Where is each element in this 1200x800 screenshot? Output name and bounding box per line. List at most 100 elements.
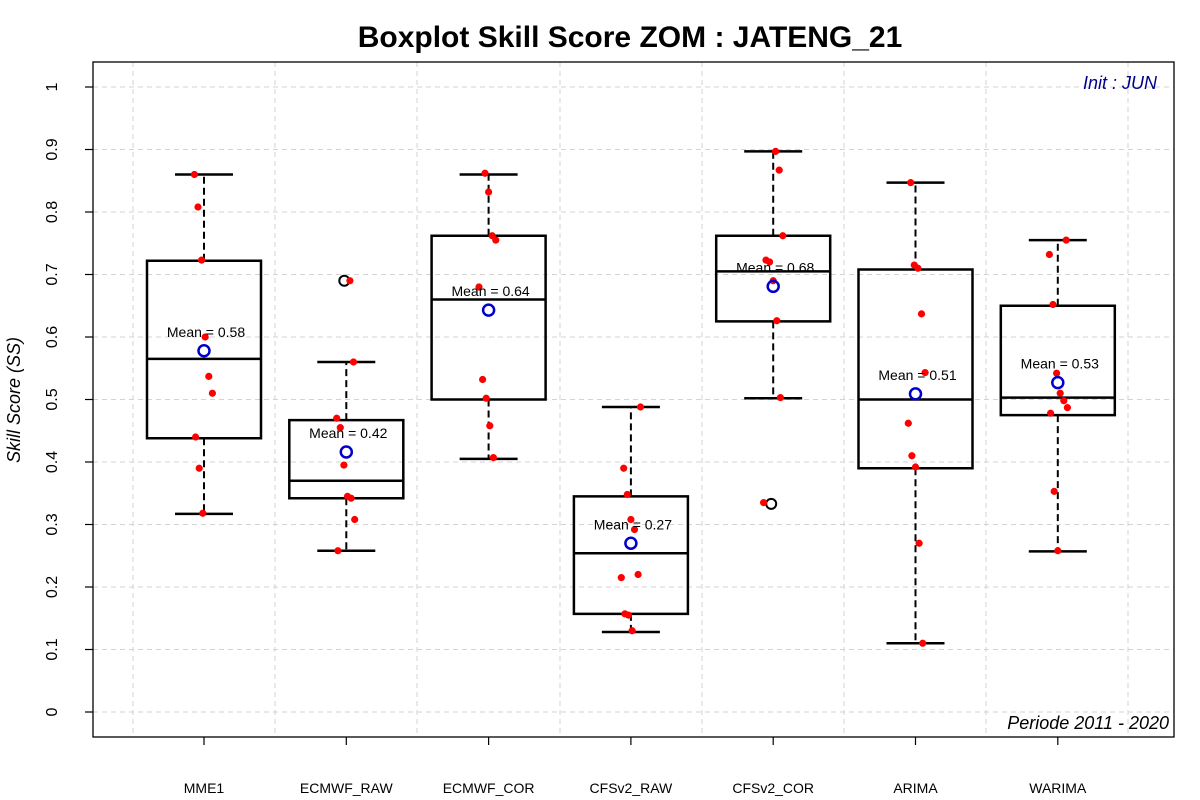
data-point [201,333,209,341]
data-point [199,509,207,517]
data-point [195,464,203,472]
data-point [479,375,487,384]
data-point [333,414,341,422]
mean-marker [197,344,211,358]
data-point [475,283,483,291]
x-tick-label: CFSv2_RAW [590,780,674,796]
data-point [346,277,354,285]
data-point [760,499,768,507]
data-point [636,403,645,411]
data-point [617,574,625,582]
y-tick-label: 0.5 [44,388,61,410]
x-tick-label: CFSv2_COR [732,780,814,796]
data-point [486,422,494,430]
data-point [628,627,636,635]
box-group: Mean = 0.64 [430,169,547,462]
y-tick-label: 0.8 [44,201,61,223]
mean-label: Mean = 0.42 [309,425,387,441]
mean-label: Mean = 0.53 [1021,356,1099,372]
data-point [208,389,216,397]
mean-marker [481,303,496,317]
data-point [482,394,490,402]
data-point [620,464,628,472]
data-point [624,611,633,619]
data-point [766,258,774,266]
box-iqr [572,495,690,616]
data-point [773,317,781,325]
x-tick-label: MME1 [184,780,225,796]
data-point [481,169,489,177]
data-point [914,264,922,272]
data-point [194,203,202,211]
box-group: Mean = 0.27 [572,403,690,635]
init-annotation: Init : JUN [1083,73,1158,93]
data-point [908,452,916,460]
y-axis-title: Skill Score (SS) [4,337,24,463]
data-point [1053,369,1061,377]
data-point [917,310,926,318]
mean-label: Mean = 0.64 [451,283,529,299]
data-point [921,369,929,377]
box-iqr [999,304,1117,417]
period-annotation: Periode 2011 - 2020 [1007,713,1169,733]
mean-label: Mean = 0.27 [594,516,672,532]
data-point [1050,487,1058,495]
data-point [634,570,642,579]
data-point [904,419,912,427]
data-point [623,490,631,499]
mean-marker [1051,375,1065,390]
mean-marker [908,387,923,401]
data-point [205,372,213,380]
y-tick-label: 0 [44,707,61,716]
data-point [492,236,500,244]
chart-title: Boxplot Skill Score ZOM : JATENG_21 [358,21,903,54]
grid-lines [93,62,1174,737]
mean-label: Mean = 0.58 [167,324,245,340]
box-group: Mean = 0.42 [288,274,405,555]
data-point [627,515,635,524]
data-point [489,454,497,462]
box-group: Mean = 0.58 [145,170,263,517]
boxes: Mean = 0.58 Mean = 0.42 Mean = 0.64 Mean = … [145,147,1117,647]
data-point [1049,300,1057,309]
x-tick-label: ECMWF_COR [443,780,535,796]
data-point [776,394,785,402]
data-point [779,232,787,240]
x-tick-label: ECMWF_RAW [300,780,394,796]
data-point [349,358,358,366]
mean-marker [624,536,638,550]
data-point [1062,236,1070,244]
data-point [190,170,198,179]
data-point [336,424,344,432]
mean-marker [339,445,354,459]
box-group: Mean = 0.53 [999,236,1117,555]
data-point [485,188,493,196]
mean-marker [766,279,780,294]
data-point [1063,404,1071,412]
data-point [915,539,923,547]
data-point [1056,389,1064,397]
y-axis: 0 0.1 0.2 0.3 0.4 0.5 0.6 0.7 0.8 0.9 1 [44,82,93,716]
box-iqr [145,259,263,440]
data-point [334,547,342,555]
data-point [911,463,920,471]
box-iqr [714,234,832,323]
data-point [630,525,639,534]
data-point [775,166,783,174]
box-group: Mean = 0.51 [857,179,974,647]
data-point [1047,409,1055,417]
data-point [907,179,915,187]
mean-label: Mean = 0.51 [878,367,956,383]
outlier-marker [765,497,778,510]
x-tick-label: WARIMA [1029,780,1087,796]
y-tick-label: 0.6 [44,326,61,348]
box-iqr [430,234,547,401]
x-axis: MME1 ECMWF_RAW ECMWF_COR CFSv2_RAW CFSv2_COR… [184,737,1087,796]
data-point [1060,397,1068,405]
y-tick-label: 0.7 [44,263,61,285]
data-point [340,461,348,469]
y-tick-label: 0.4 [44,451,61,473]
mean-label: Mean = 0.68 [736,259,814,275]
data-point [1045,250,1053,259]
